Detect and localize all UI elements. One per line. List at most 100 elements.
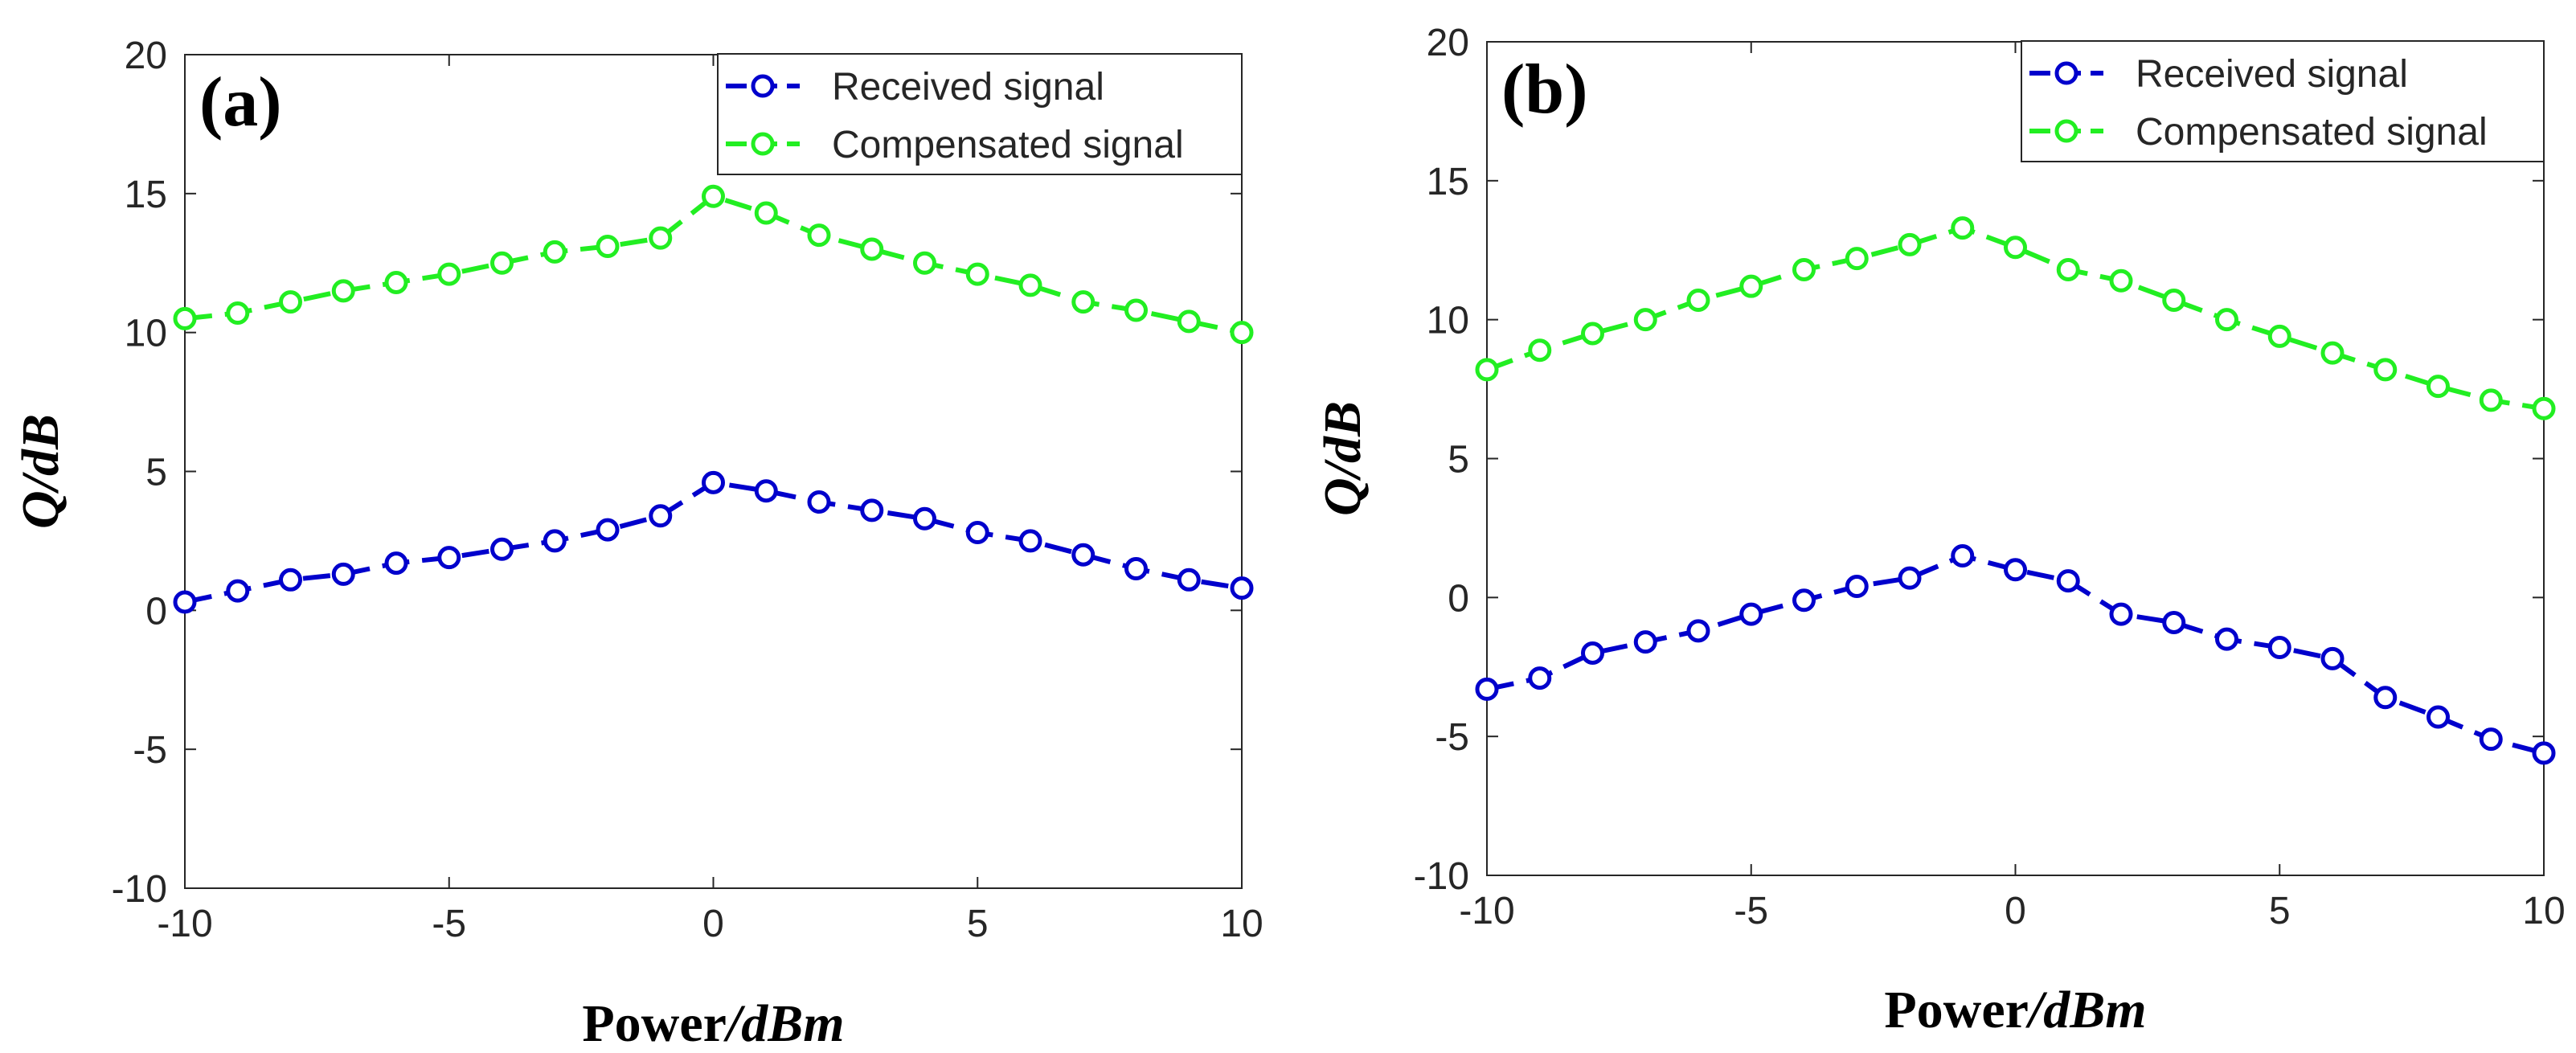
data-point <box>596 235 620 259</box>
x-tick-label: -10 <box>157 903 212 945</box>
chart-panel-a: -10 -5 0 5 10 -10 -5 0 5 10 15 20 Received signal Com… <box>11 35 1263 1053</box>
data-point <box>965 262 989 286</box>
legend-label: Compensated signal <box>832 124 1184 166</box>
data-point <box>1633 308 1657 332</box>
data-point <box>1845 575 1869 599</box>
y-axis-title-unit: dB <box>11 414 70 476</box>
x-axis-title-quantity: Power <box>582 994 727 1053</box>
data-point <box>1528 338 1552 363</box>
data-point <box>1230 321 1254 345</box>
data-point <box>173 306 197 330</box>
data-point <box>1951 216 1975 240</box>
data-point <box>1018 273 1042 297</box>
y-axis-title-unit: dB <box>1313 401 1372 463</box>
y-tick-label: 0 <box>145 590 167 633</box>
y-tick-label: 20 <box>1427 22 1469 64</box>
legend-box <box>2021 40 2545 162</box>
data-point <box>2004 558 2027 582</box>
y-tick-label: -5 <box>1435 716 1469 759</box>
data-point <box>279 290 302 314</box>
data-point <box>702 470 725 494</box>
data-point <box>2056 257 2080 281</box>
data-point <box>226 579 250 603</box>
series-line <box>184 193 1243 335</box>
series-received-signal <box>1475 543 2556 765</box>
x-tick-label: -5 <box>432 903 466 945</box>
data-point <box>437 262 461 286</box>
legend-marker <box>751 74 775 98</box>
data-point <box>1124 298 1148 322</box>
data-point <box>2479 727 2503 752</box>
data-point <box>1071 543 1096 567</box>
data-point <box>649 504 673 528</box>
x-tick-label: 10 <box>2522 890 2565 932</box>
data-point <box>2109 602 2133 626</box>
data-point <box>1475 677 1499 701</box>
x-axis-title: Power/dBm <box>1884 981 2146 1039</box>
x-tick-label: 5 <box>967 903 989 945</box>
data-point <box>2109 268 2133 293</box>
y-tick-label: 5 <box>1448 439 1469 481</box>
legend-box <box>717 53 1243 175</box>
y-tick-label: 10 <box>125 313 167 355</box>
legend: Received signal Compensated signal <box>2021 40 2545 162</box>
data-point <box>543 529 567 553</box>
data-point <box>1018 529 1042 553</box>
legend-entry: Compensated signal <box>2029 111 2488 154</box>
data-point <box>1898 232 1922 256</box>
series-line <box>1486 553 2545 756</box>
x-axis-title: Power/dBm <box>582 994 844 1053</box>
y-tick-label: -10 <box>1414 855 1469 898</box>
y-tick-label: 5 <box>145 452 167 494</box>
data-point <box>490 537 514 561</box>
data-point <box>913 506 936 531</box>
x-tick-label: 0 <box>702 903 724 945</box>
x-tick-label: 10 <box>1220 903 1263 945</box>
data-point <box>1581 322 1604 346</box>
y-axis-title-quantity: Q <box>11 490 70 529</box>
data-point <box>860 498 884 522</box>
data-point <box>1633 630 1657 654</box>
x-axis-title-unit: dBm <box>741 994 844 1053</box>
data-point <box>807 490 831 514</box>
data-point <box>331 562 355 586</box>
data-point <box>1686 619 1710 643</box>
x-axis-title-quantity: Power <box>1884 981 2029 1039</box>
data-point <box>2162 288 2186 312</box>
data-point <box>2427 375 2450 399</box>
data-point <box>1792 257 1816 281</box>
data-point <box>2532 396 2556 420</box>
data-point <box>1230 576 1254 600</box>
data-point <box>754 479 778 503</box>
data-point <box>1845 247 1869 271</box>
data-point <box>1739 274 1763 298</box>
data-point <box>807 223 831 248</box>
data-point <box>279 567 302 592</box>
data-point <box>2056 569 2080 593</box>
legend: Received signal Compensated signal <box>717 53 1243 175</box>
data-point <box>2215 308 2238 332</box>
x-tick-label: -5 <box>1734 890 1768 932</box>
series-compensated-signal <box>1475 216 2556 420</box>
data-point <box>1581 641 1604 665</box>
data-point <box>384 270 408 294</box>
data-point <box>1792 588 1816 613</box>
data-point <box>1898 566 1922 590</box>
data-point <box>2004 236 2027 260</box>
data-point <box>437 546 461 570</box>
data-point <box>226 301 250 325</box>
y-tick-label: 10 <box>1427 300 1469 342</box>
data-point <box>2320 341 2345 365</box>
x-tick-label: 5 <box>2269 890 2291 932</box>
data-point <box>2427 705 2450 729</box>
x-tick-label: -10 <box>1459 890 1514 932</box>
data-point <box>2373 358 2398 382</box>
legend-entry: Received signal <box>2029 53 2408 96</box>
data-point <box>649 226 673 250</box>
data-point <box>860 237 884 261</box>
y-axis-title: Q/dB <box>11 414 70 529</box>
legend-label: Received signal <box>832 66 1104 109</box>
data-point <box>913 251 936 275</box>
y-tick-label: 20 <box>125 35 167 77</box>
